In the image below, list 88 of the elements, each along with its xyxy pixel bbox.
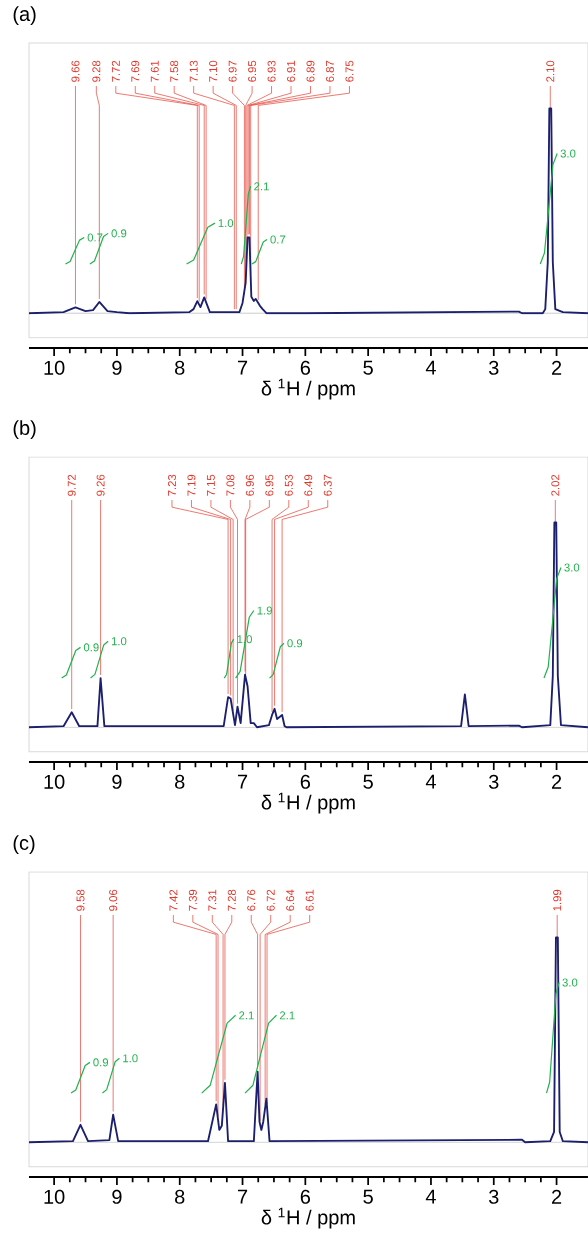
annotation: 6.91 [287, 60, 296, 82]
x-tick-label: 6 [300, 1189, 311, 1204]
x-axis-title: δ $^{1}$H / ppm [261, 1207, 355, 1229]
chart-title: (a) [13, 6, 36, 25]
x-tick-label: 4 [425, 1189, 436, 1204]
x-tick-label: 9 [112, 1189, 122, 1204]
annotation: 6.95 [265, 474, 274, 496]
series-label: 1.0 [111, 637, 127, 646]
annotation: 6.64 [286, 889, 295, 911]
series-label: 2.1 [254, 182, 269, 191]
series-label: 1.0 [218, 219, 234, 228]
x-tick-label: 10 [44, 360, 65, 375]
annotation: 7.15 [206, 474, 215, 496]
annotation: 9.66 [71, 60, 80, 82]
series-label: 0.7 [87, 233, 103, 242]
annotation: 7.13 [189, 60, 198, 82]
annotation: 6.61 [305, 889, 314, 911]
x-tick-label: 3 [488, 1189, 499, 1204]
annotation: 6.87 [325, 60, 334, 82]
annotation: 7.72 [111, 60, 120, 82]
annotation: 7.23 [167, 474, 176, 496]
annotation: 9.72 [67, 474, 76, 496]
annotation: 6.89 [306, 60, 315, 82]
series-label: 2.1 [239, 1011, 254, 1020]
x-tick-label: 5 [363, 774, 373, 789]
x-tick-label: 10 [44, 1189, 65, 1204]
x-tick-label: 7 [238, 774, 248, 789]
annotation: 6.37 [323, 474, 332, 496]
annotation: 1.99 [553, 889, 562, 911]
annotation: 2.02 [551, 474, 560, 496]
annotation: 7.10 [209, 60, 218, 82]
annotation: 7.58 [170, 60, 179, 82]
annotation: 2.10 [546, 60, 555, 82]
annotation: 7.28 [227, 889, 236, 911]
annotation: 7.42 [169, 889, 178, 911]
series-label: 2.1 [279, 1011, 295, 1020]
annotation: 7.39 [188, 889, 197, 911]
x-tick-label: 2 [552, 1189, 562, 1204]
annotation: 6.72 [266, 889, 275, 911]
x-tick-label: 4 [425, 774, 436, 789]
x-tick-label: 8 [175, 360, 185, 375]
annotation: 6.97 [228, 60, 237, 82]
annotation: 9.28 [92, 60, 101, 82]
x-tick-label: 8 [175, 1189, 185, 1204]
annotation: 9.06 [109, 889, 118, 911]
annotation: 7.61 [150, 60, 159, 82]
x-tick-label: 7 [238, 1189, 248, 1204]
chart-title: (c) [13, 835, 35, 854]
x-tick-label: 9 [112, 360, 122, 375]
annotation: 7.08 [226, 474, 235, 496]
x-tick-label: 8 [175, 774, 185, 789]
annotation: 6.95 [248, 60, 257, 82]
x-tick-label: 5 [363, 360, 373, 375]
x-tick-label: 9 [112, 774, 122, 789]
series-label: 3.0 [560, 149, 576, 158]
x-tick-label: 2 [552, 774, 562, 789]
series-label: 1.9 [257, 606, 272, 615]
x-axis-title: δ $^{1}$H / ppm [261, 378, 355, 400]
x-tick-label: 6 [300, 360, 311, 375]
annotation: 7.69 [131, 60, 140, 82]
annotation: 6.76 [247, 889, 256, 911]
annotation: 9.26 [96, 474, 105, 496]
x-axis-title: δ $^{1}$H / ppm [261, 792, 355, 814]
series-label: 0.9 [111, 229, 127, 238]
x-tick-label: 3 [488, 774, 499, 789]
x-tick-label: 3 [488, 360, 499, 375]
annotation: 9.58 [76, 889, 85, 911]
x-tick-label: 6 [300, 774, 311, 789]
annotation: 6.75 [345, 60, 354, 82]
annotation: 6.96 [245, 474, 254, 496]
x-tick-label: 4 [425, 360, 436, 375]
annotation: 6.53 [284, 474, 293, 496]
x-tick-label: 2 [552, 360, 562, 375]
series-label: 1.0 [123, 1054, 138, 1063]
series-label: 0.7 [270, 235, 286, 244]
series-label: 3.0 [564, 563, 580, 572]
annotation: 7.31 [208, 889, 217, 911]
x-tick-label: 10 [44, 774, 65, 789]
series-label: 0.9 [287, 639, 303, 648]
series-label: 0.9 [93, 1058, 109, 1067]
series-label: 0.9 [83, 643, 99, 652]
annotation: 7.19 [187, 474, 196, 496]
chart-title: (b) [13, 420, 36, 439]
series-label: 3.0 [562, 978, 578, 987]
x-tick-label: 5 [363, 1189, 373, 1204]
annotation: 6.93 [267, 60, 276, 82]
x-tick-label: 7 [238, 360, 248, 375]
annotation: 6.49 [304, 474, 313, 496]
